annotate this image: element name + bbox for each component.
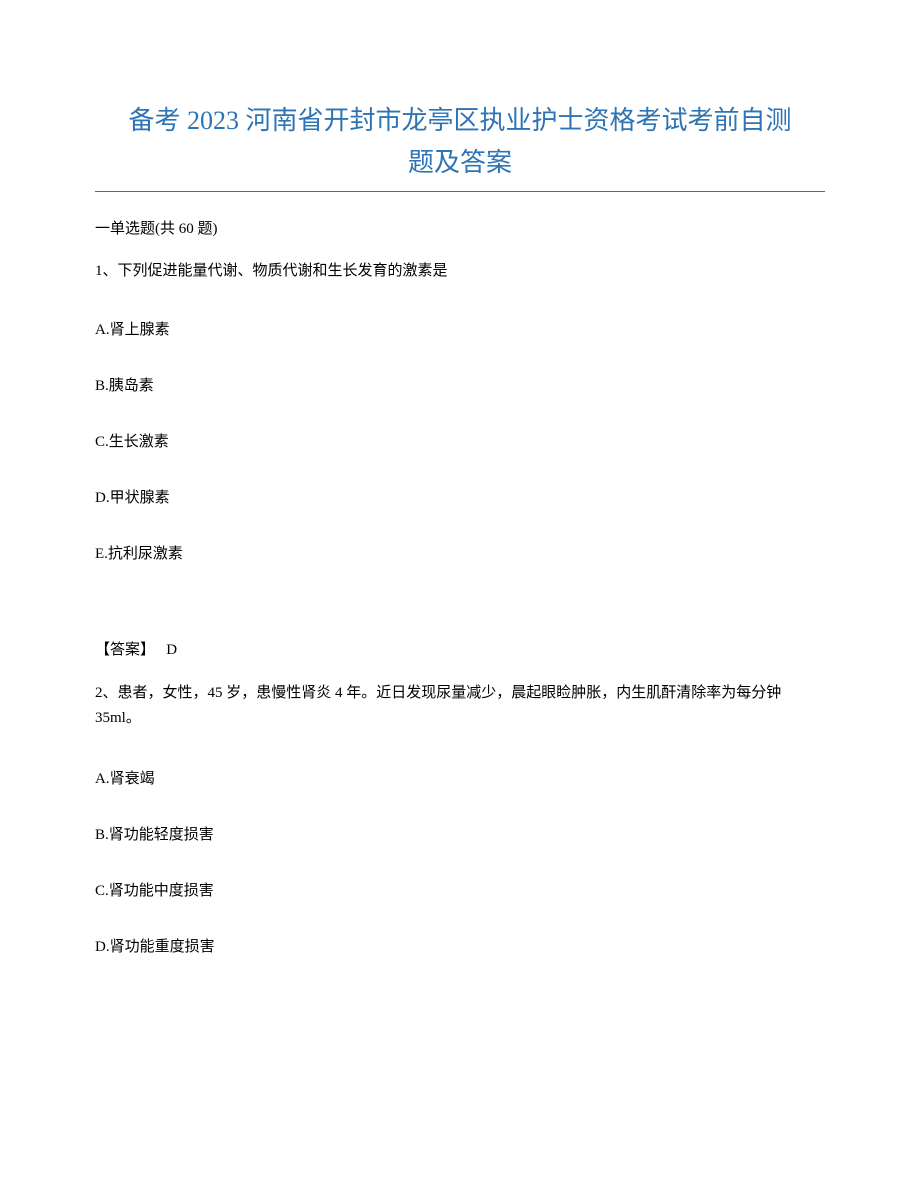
question-1-option-c: C.生长激素 (95, 430, 825, 451)
question-1-text: 下列促进能量代谢、物质代谢和生长发育的激素是 (118, 263, 448, 279)
answer-label: 【答案】 (95, 642, 155, 658)
question-1-number: 1、 (95, 263, 118, 279)
section-label: 单选题(共 60 题) (110, 221, 218, 237)
question-2: 2、患者，女性，45 岁，患慢性肾炎 4 年。近日发现尿量减少，晨起眼睑肿胀，内… (95, 681, 825, 732)
section-header: 一单选题(共 60 题) (95, 217, 825, 238)
question-2-option-b: B.肾功能轻度损害 (95, 823, 825, 844)
title-divider (95, 191, 825, 192)
question-1-answer: 【答案】 D (95, 638, 825, 659)
title-line1: 备考 2023 河南省开封市龙亭区执业护士资格考试考前自测 (128, 106, 791, 135)
title-line2: 题及答案 (408, 148, 512, 177)
question-2-text: 患者，女性，45 岁，患慢性肾炎 4 年。近日发现尿量减少，晨起眼睑肿胀，内生肌… (95, 685, 781, 727)
question-1-option-a: A.肾上腺素 (95, 318, 825, 339)
question-2-number: 2、 (95, 685, 118, 701)
question-1-option-b: B.胰岛素 (95, 374, 825, 395)
question-1: 1、下列促进能量代谢、物质代谢和生长发育的激素是 (95, 260, 825, 283)
question-2-option-d: D.肾功能重度损害 (95, 935, 825, 956)
question-2-option-c: C.肾功能中度损害 (95, 879, 825, 900)
section-prefix: 一 (95, 221, 110, 237)
document-title: 备考 2023 河南省开封市龙亭区执业护士资格考试考前自测 题及答案 (95, 100, 825, 183)
question-1-option-d: D.甲状腺素 (95, 486, 825, 507)
answer-value: D (166, 642, 177, 658)
question-2-option-a: A.肾衰竭 (95, 767, 825, 788)
question-1-option-e: E.抗利尿激素 (95, 542, 825, 563)
